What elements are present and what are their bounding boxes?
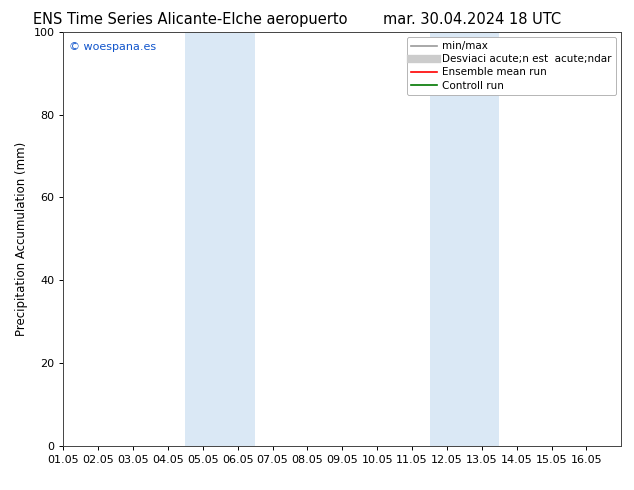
Y-axis label: Precipitation Accumulation (mm): Precipitation Accumulation (mm) <box>15 142 28 336</box>
Text: ENS Time Series Alicante-Elche aeropuerto: ENS Time Series Alicante-Elche aeropuert… <box>33 12 347 27</box>
Bar <box>185 32 255 446</box>
Legend: min/max, Desviaci acute;n est  acute;ndar, Ensemble mean run, Controll run: min/max, Desviaci acute;n est acute;ndar… <box>407 37 616 95</box>
Text: © woespana.es: © woespana.es <box>69 42 156 52</box>
Text: mar. 30.04.2024 18 UTC: mar. 30.04.2024 18 UTC <box>384 12 561 27</box>
Bar <box>429 32 500 446</box>
